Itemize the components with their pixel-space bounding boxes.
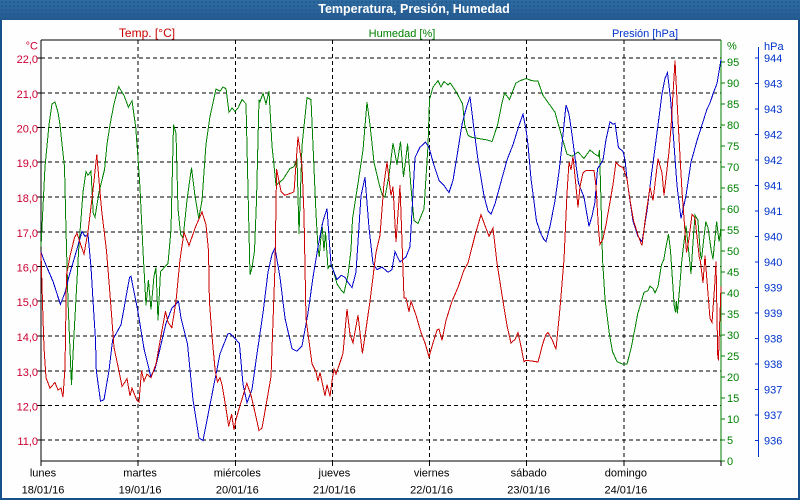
svg-text:14,0: 14,0 (17, 332, 38, 344)
svg-text:22/01/16: 22/01/16 (410, 485, 453, 497)
svg-text:21,0: 21,0 (17, 89, 38, 101)
svg-text:21/01/16: 21/01/16 (313, 485, 356, 497)
svg-text:936: 936 (764, 436, 782, 448)
svg-text:23/01/16: 23/01/16 (507, 485, 550, 497)
svg-text:15,0: 15,0 (17, 297, 38, 309)
svg-text:19/01/16: 19/01/16 (119, 485, 162, 497)
svg-text:938: 938 (764, 334, 782, 346)
svg-text:Humedad [%]: Humedad [%] (369, 28, 436, 40)
svg-text:viernes: viernes (414, 468, 450, 480)
svg-text:937: 937 (764, 410, 782, 422)
svg-text:19,0: 19,0 (17, 158, 38, 170)
svg-text:75: 75 (727, 141, 739, 153)
svg-text:939: 939 (764, 283, 782, 295)
svg-text:18,0: 18,0 (17, 193, 38, 205)
svg-text:5: 5 (727, 435, 733, 447)
svg-text:940: 940 (764, 257, 782, 269)
svg-text:lunes: lunes (30, 468, 57, 480)
svg-text:Presión [hPa]: Presión [hPa] (612, 28, 678, 40)
svg-text:943: 943 (764, 104, 782, 116)
svg-text:95: 95 (727, 57, 739, 69)
svg-text:25: 25 (727, 351, 739, 363)
svg-text:16,0: 16,0 (17, 263, 38, 275)
svg-text:40: 40 (727, 288, 739, 300)
svg-text:50: 50 (727, 246, 739, 258)
svg-text:940: 940 (764, 232, 782, 244)
svg-text:85: 85 (727, 99, 739, 111)
svg-text:22,0: 22,0 (17, 54, 38, 66)
svg-text:943: 943 (764, 79, 782, 91)
svg-text:11,0: 11,0 (17, 436, 38, 448)
svg-text:17,0: 17,0 (17, 228, 38, 240)
svg-text:18/01/16: 18/01/16 (22, 485, 65, 497)
svg-text:80: 80 (727, 120, 739, 132)
svg-text:sábado: sábado (511, 468, 547, 480)
svg-text:944: 944 (764, 53, 782, 65)
svg-text:30: 30 (727, 330, 739, 342)
svg-text:15: 15 (727, 393, 739, 405)
svg-text:941: 941 (764, 206, 782, 218)
svg-text:martes: martes (123, 468, 157, 480)
svg-text:miércoles: miércoles (214, 468, 262, 480)
svg-text:60: 60 (727, 204, 739, 216)
svg-text:939: 939 (764, 308, 782, 320)
svg-text:941: 941 (764, 181, 782, 193)
svg-text:10: 10 (727, 414, 739, 426)
svg-text:45: 45 (727, 267, 739, 279)
svg-text:70: 70 (727, 162, 739, 174)
svg-text:%: % (727, 41, 737, 53)
svg-text:55: 55 (727, 225, 739, 237)
svg-text:0: 0 (727, 456, 733, 468)
svg-text:hPa: hPa (764, 41, 784, 53)
svg-text:942: 942 (764, 155, 782, 167)
svg-text:20/01/16: 20/01/16 (216, 485, 259, 497)
svg-text:937: 937 (764, 385, 782, 397)
svg-text:20: 20 (727, 372, 739, 384)
svg-text:24/01/16: 24/01/16 (604, 485, 647, 497)
svg-text:35: 35 (727, 309, 739, 321)
svg-text:12,0: 12,0 (17, 402, 38, 414)
svg-text:domingo: domingo (605, 468, 647, 480)
svg-text:°C: °C (26, 41, 38, 53)
svg-text:90: 90 (727, 78, 739, 90)
svg-text:938: 938 (764, 359, 782, 371)
svg-text:13,0: 13,0 (17, 367, 38, 379)
svg-text:jueves: jueves (318, 468, 351, 480)
svg-text:20,0: 20,0 (17, 124, 38, 136)
svg-text:Temp. [°C]: Temp. [°C] (119, 26, 175, 40)
svg-text:942: 942 (764, 130, 782, 142)
svg-text:65: 65 (727, 183, 739, 195)
